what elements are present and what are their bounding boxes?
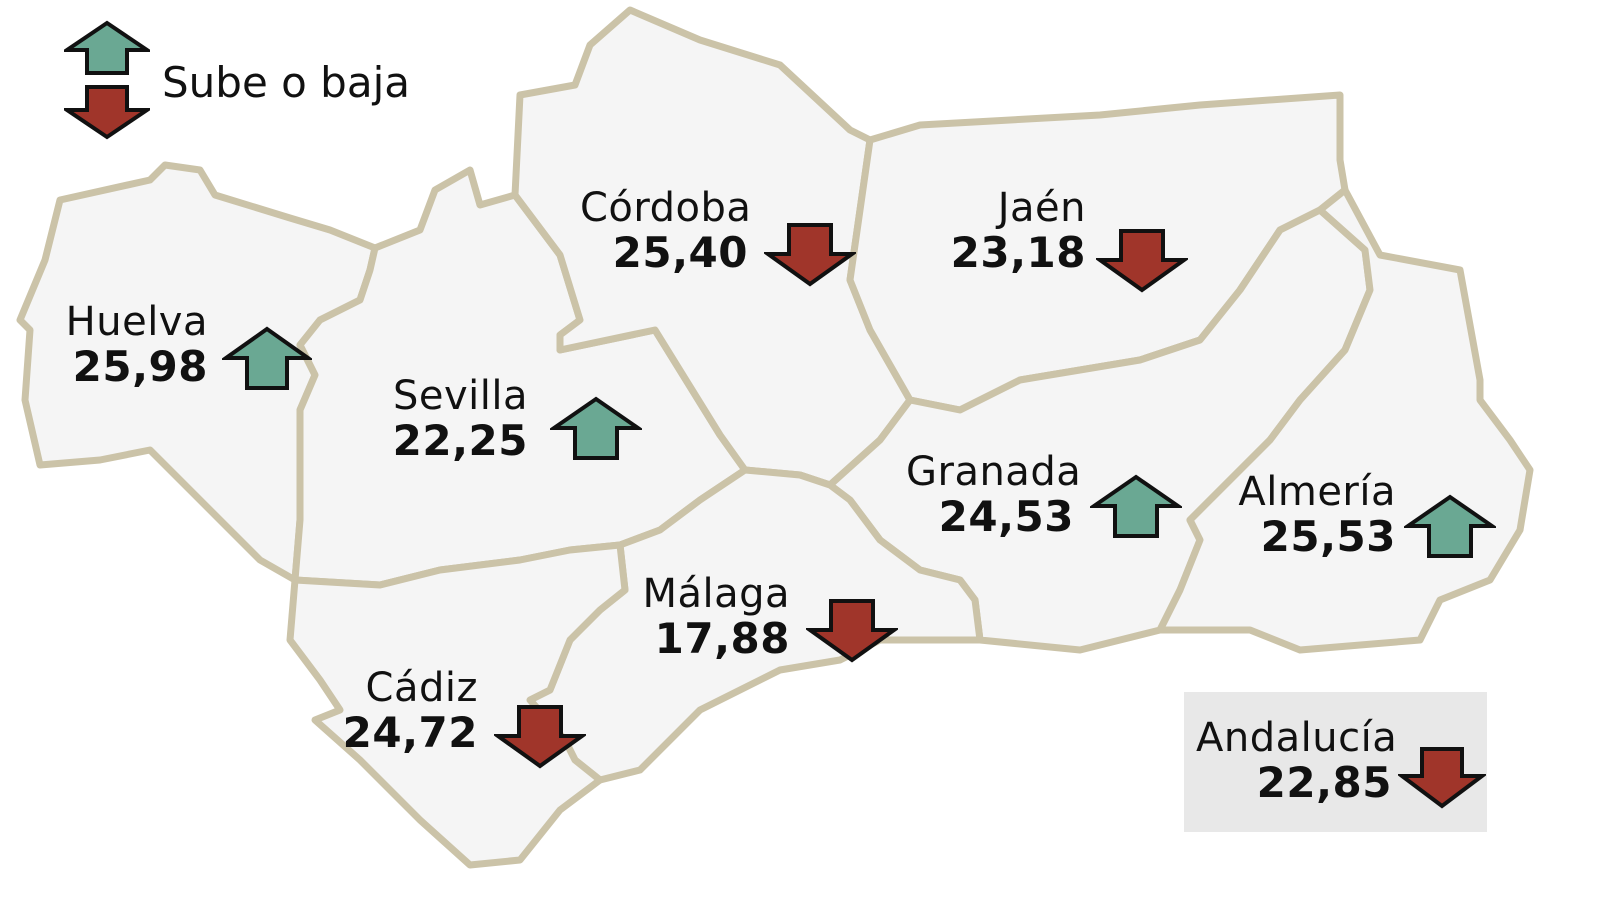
arrow-up-icon [1404,494,1496,558]
arrow-up-icon [222,326,312,390]
arrow-up-icon [64,20,150,75]
arrow-up-icon [1090,474,1182,538]
province-value: 25,98 [72,342,208,391]
province-almeria: Almería 25,53 [1226,470,1396,560]
arrow-down-icon [806,599,898,663]
summary-name: Andalucía [1196,715,1398,761]
province-sevilla: Sevilla 22,25 [380,374,528,464]
province-value: 24,53 [938,492,1074,541]
province-value: 17,88 [654,614,790,663]
province-value: 22,25 [392,416,528,465]
summary-andalucia: Andalucía 22,85 [1196,715,1398,807]
region-cadiz [286,541,629,869]
province-name: Huelva [65,299,208,345]
arrow-down-icon [64,85,150,140]
summary-value: 22,85 [1256,758,1392,807]
arrow-up-icon [550,396,642,460]
province-cordoba: Córdoba 25,40 [580,185,752,277]
province-malaga: Málaga 17,88 [630,572,790,662]
province-name: Cádiz [365,665,478,711]
arrow-down-icon [1398,747,1486,809]
province-value: 24,72 [342,708,478,757]
province-name: Sevilla [392,373,528,419]
province-cadiz: Cádiz 24,72 [330,666,478,756]
province-name: Córdoba [580,185,752,231]
province-granada: Granada 24,53 [906,449,1082,541]
province-name: Málaga [642,571,790,617]
province-name: Jaén [997,185,1086,231]
province-name: Granada [906,449,1082,495]
province-huelva: Huelva 25,98 [60,300,208,390]
province-value: 25,53 [1260,512,1396,561]
province-value: 25,40 [612,228,748,277]
legend-label: Sube o baja [162,58,410,107]
province-name: Almería [1238,469,1396,515]
arrow-down-icon [494,705,586,769]
arrow-down-icon [764,223,856,287]
arrow-down-icon [1096,229,1188,293]
province-jaen: Jaén 23,18 [940,186,1086,276]
province-value: 23,18 [950,228,1086,277]
